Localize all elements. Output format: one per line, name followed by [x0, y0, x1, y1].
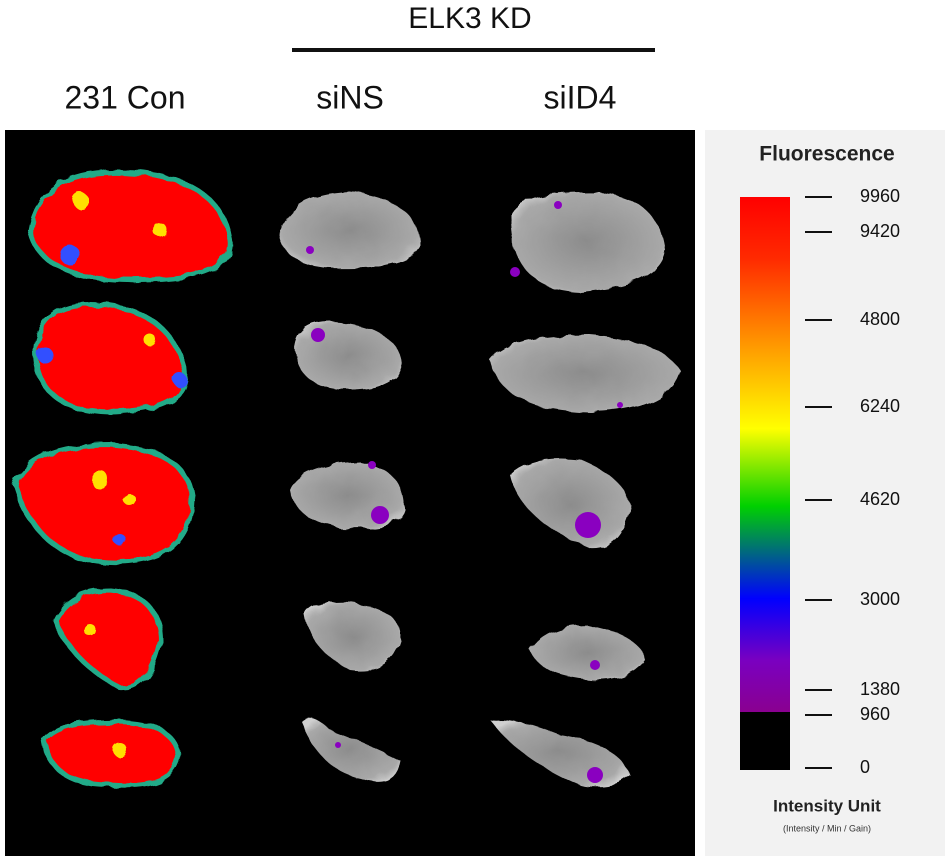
tick-label: 4800 — [860, 309, 900, 329]
tick-label: 3000 — [860, 589, 900, 609]
signal-spots — [306, 201, 623, 783]
group-label: ELK3 KD — [408, 2, 531, 35]
column-label: 231 Con — [65, 79, 186, 115]
tick-label: 1380 — [860, 679, 900, 699]
tick-label: 0 — [860, 757, 870, 777]
column-label: siID4 — [544, 79, 617, 115]
unit-title: Intensity Unit — [773, 796, 881, 815]
color-bar — [740, 197, 790, 712]
legend-ticks: 9960 9420 4800 6240 4620 3000 1380 960 0 — [805, 186, 900, 777]
tick-label: 9420 — [860, 221, 900, 241]
control-tissues — [12, 169, 233, 789]
tick-label: 9960 — [860, 186, 900, 206]
tick-label: 960 — [860, 704, 890, 724]
legend-title: Fluorescence — [759, 143, 894, 166]
color-bar-floor — [740, 712, 790, 770]
tick-label: 4620 — [860, 489, 900, 509]
tick-label: 6240 — [860, 396, 900, 416]
unit-note: (Intensity / Min / Gain) — [783, 823, 871, 833]
column-label: siNS — [316, 79, 384, 115]
